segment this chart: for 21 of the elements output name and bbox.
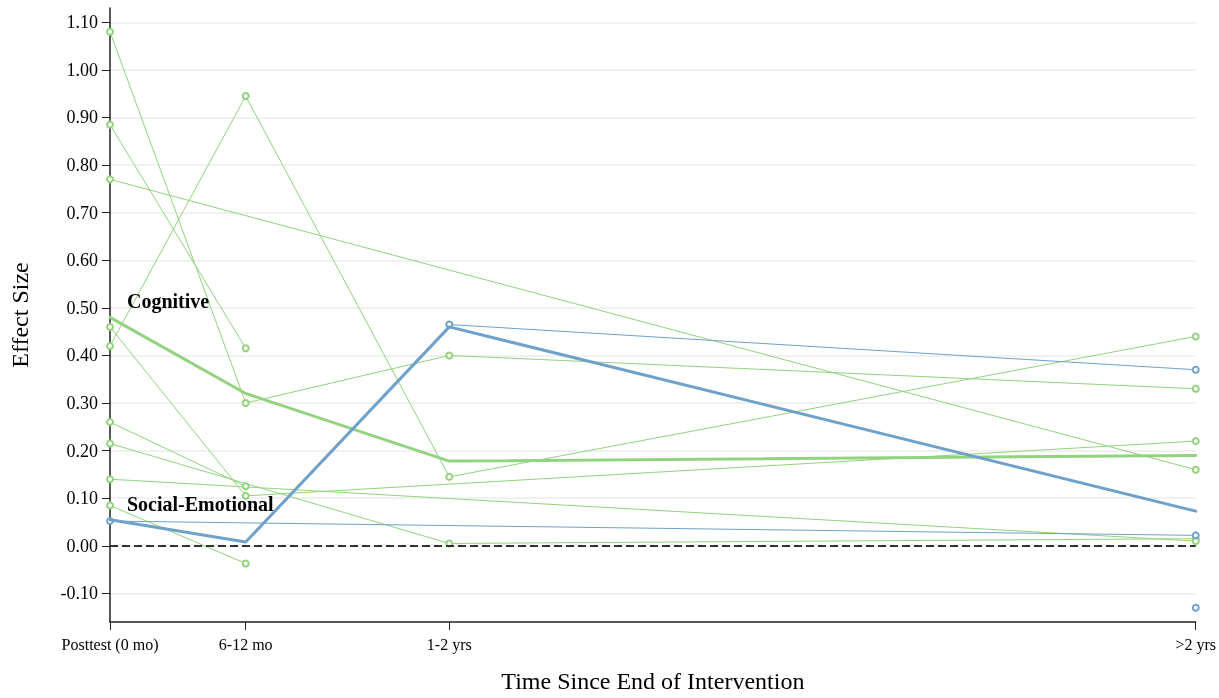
y-tick-label: 0.20 (66, 440, 98, 461)
x-tick-label: 6-12 mo (218, 635, 273, 653)
y-tick-label: 0.70 (66, 202, 98, 223)
series-label: Cognitive (127, 290, 210, 314)
x-axis-title: Time Since End of Intervention (501, 668, 805, 694)
y-tick-label: 0.90 (66, 107, 98, 128)
y-tick-label: 0.60 (66, 250, 98, 271)
y-tick-label: -0.10 (60, 583, 98, 604)
y-tick-label: 0.80 (66, 155, 98, 176)
y-tick-label: 0.00 (66, 535, 98, 556)
y-tick-label: 1.10 (66, 12, 98, 33)
y-tick-label: 0.30 (66, 393, 98, 414)
y-tick-label: 1.00 (66, 59, 98, 80)
series-label: Social-Emotional (127, 492, 275, 515)
x-tick-label: >2 yrs (1175, 635, 1216, 654)
y-tick-label: 0.40 (66, 345, 98, 366)
x-tick-label: 1-2 yrs (426, 635, 472, 654)
y-tick-label: 0.10 (66, 488, 98, 509)
y-tick-label: 0.50 (66, 297, 98, 318)
x-tick-label: Posttest (0 mo) (61, 635, 159, 654)
y-axis-title: Effect Size (7, 262, 33, 368)
